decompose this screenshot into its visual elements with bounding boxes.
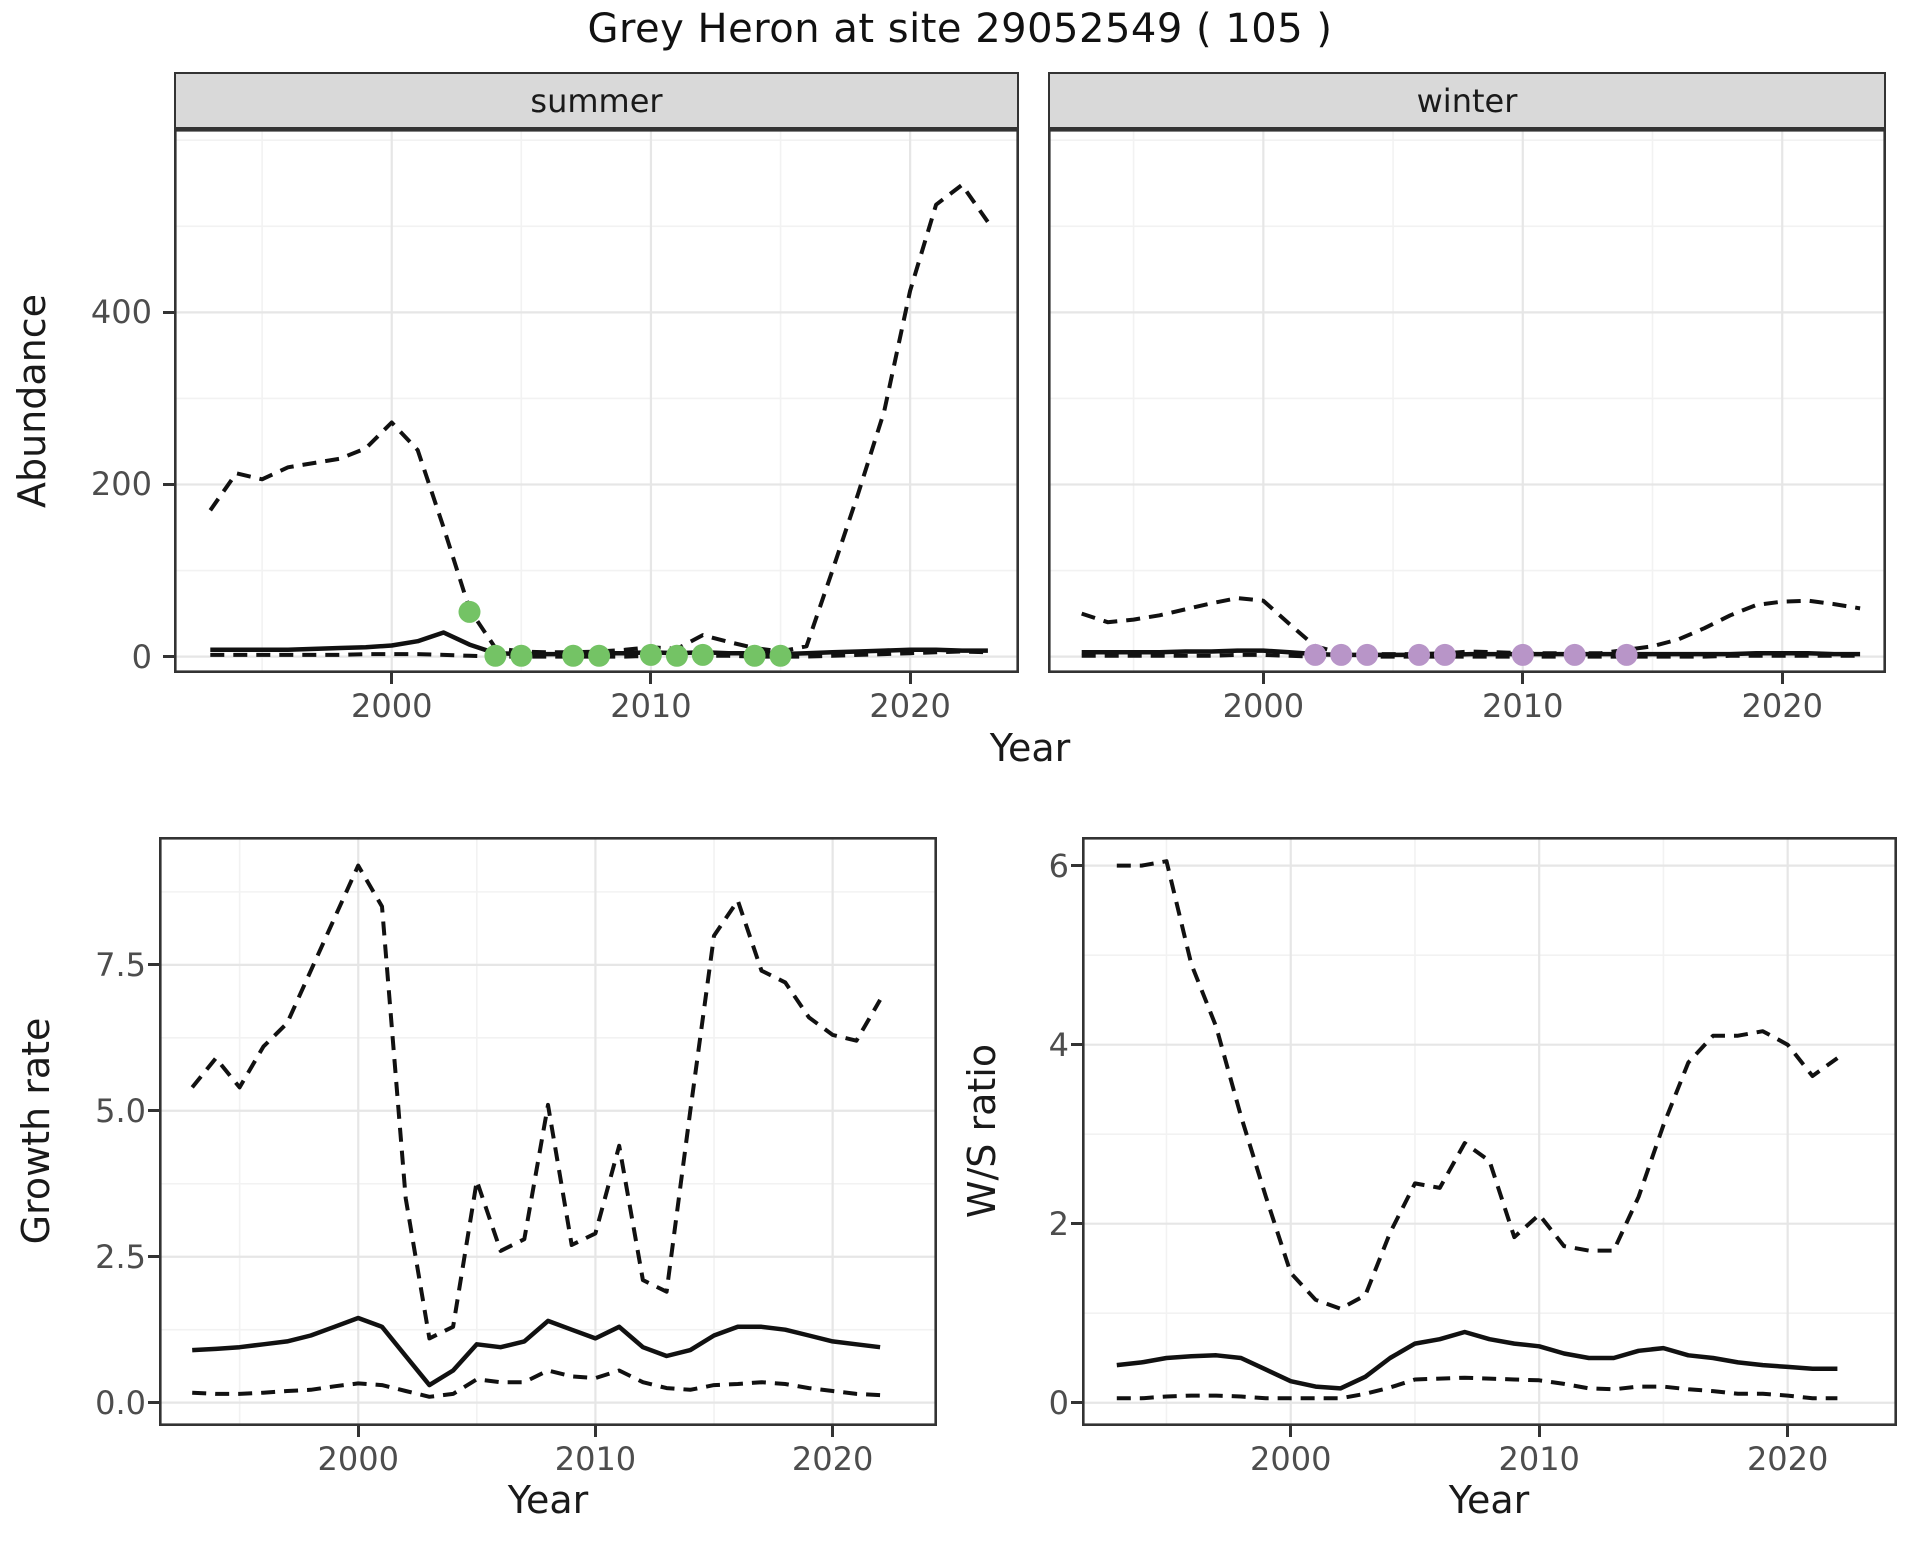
series-upper-ci [190,863,882,1341]
y-tick-mark [1071,1222,1082,1226]
observation-point [1304,643,1327,666]
x-tick-label: 2010 [610,687,692,725]
observation-point [769,644,792,667]
x-tick-label: 2020 [1746,1440,1829,1478]
y-tick-label: 0 [1048,1383,1069,1422]
panel-growth-rate [159,837,937,1426]
y-tick-mark [148,963,159,967]
observation-point [484,644,507,667]
series-upper-ci [208,182,990,655]
observation-point [1563,643,1586,666]
x-tick-label: 2000 [1222,687,1305,725]
x-tick-mark [649,673,653,684]
observation-point [1511,643,1534,666]
series-mean [192,1315,881,1388]
x-tick-mark [390,673,394,684]
observation-point [588,644,611,667]
x-tick-label: 2000 [1250,1440,1332,1478]
x-tick-mark [593,1426,597,1437]
series-mean [1116,1329,1838,1391]
figure-title: Grey Heron at site 29052549 ( 105 ) [587,6,1333,52]
observation-point [1330,643,1353,666]
x-tick-mark [831,1426,835,1437]
series-mean [1081,648,1861,658]
y-tick-label: 4 [1048,1025,1069,1064]
y-tick-label: 400 [90,293,152,332]
series-upper-ci [1081,596,1861,657]
x-tick-label: 2010 [1482,687,1564,725]
observation-point [639,643,662,666]
observation-point [510,644,533,667]
gridlines [1082,837,1897,1426]
observation-point [1615,643,1638,666]
gridlines [1048,129,1886,673]
observation-point [1433,643,1456,666]
observation-point [665,644,688,667]
x-axis-title-ws-year: Year [1448,1478,1530,1522]
y-tick-mark [148,1109,159,1113]
panel-ws-ratio [1082,837,1897,1426]
y-tick-mark [148,1401,159,1405]
y-tick-label: 0.0 [95,1383,146,1422]
y-tick-mark [1071,1401,1082,1405]
panel-abundance-winter [1048,129,1886,673]
y-tick-mark [163,655,174,659]
observation-point [1408,643,1430,666]
y-tick-label: 6 [1048,846,1069,885]
observation-point [691,643,714,666]
observation-point [458,600,481,623]
x-tick-mark [1780,673,1784,684]
facet-strip-summer-label: summer [530,81,663,120]
y-tick-mark [1071,864,1082,868]
y-tick-mark [148,1255,159,1259]
series-upper-ci [1116,859,1839,1311]
y-tick-label: 0 [131,637,152,676]
y-tick-mark [1071,1043,1082,1047]
points-summer-observations [458,600,792,667]
gridlines [159,837,937,1426]
x-tick-label: 2020 [869,687,951,725]
x-tick-label: 2020 [791,1440,874,1478]
x-axis-title-growth-year: Year [507,1478,589,1522]
x-tick-mark [1289,1426,1293,1437]
y-tick-label: 2 [1048,1204,1069,1243]
x-tick-mark [1786,1426,1790,1437]
y-axis-title-ws-ratio: W/S ratio [960,1043,1004,1219]
x-tick-mark [1261,673,1265,684]
y-tick-label: 7.5 [95,945,146,984]
points-winter-observations [1304,643,1638,666]
x-tick-mark [1537,1426,1541,1437]
x-tick-mark [1521,673,1525,684]
x-axis-title-top-year: Year [989,726,1071,770]
observation-point [1356,643,1379,666]
series-lower-ci [192,1368,881,1399]
y-tick-label: 2.5 [95,1237,146,1276]
x-tick-mark [356,1426,360,1437]
x-tick-label: 2010 [1498,1440,1580,1478]
series-lower-ci [1116,1375,1838,1401]
x-tick-label: 2000 [317,1440,399,1478]
series-lower-ci [210,649,988,659]
x-tick-label: 2000 [351,687,433,725]
y-tick-label: 200 [90,465,152,504]
x-tick-mark [908,673,912,684]
observation-point [562,644,585,667]
observation-point [743,644,766,667]
y-tick-mark [163,310,174,314]
facet-strip-winter-label: winter [1416,81,1518,120]
y-tick-mark [163,482,174,486]
y-axis-title-growth-rate: Growth rate [14,1017,58,1245]
facet-strip-summer: summer [174,72,1019,129]
x-tick-label: 2020 [1741,687,1823,725]
panel-abundance-summer [174,129,1019,673]
y-tick-label: 5.0 [95,1091,146,1130]
facet-strip-winter: winter [1048,72,1886,129]
x-tick-label: 2010 [554,1440,637,1478]
